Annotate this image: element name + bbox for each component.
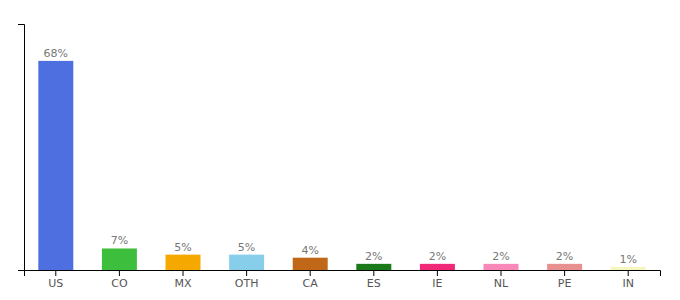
x-tick-label: PE [558, 277, 572, 290]
x-tick: ES [367, 270, 381, 290]
x-tick: PE [558, 270, 572, 290]
data-label: 5% [174, 241, 191, 254]
bar [356, 264, 391, 270]
x-tick-label: OTH [235, 277, 259, 290]
x-tick: NL [494, 270, 509, 290]
x-tick: US [48, 270, 63, 290]
chart-container: 68% 7% 5% 5% 4% 2% 2% 2% 2% 1% US CO MX OTH CA ES IE NL PE… [0, 0, 680, 300]
x-tick-mark [373, 270, 374, 276]
data-label: 2% [556, 250, 573, 263]
x-tick-mark [310, 270, 311, 276]
y-axis [18, 25, 25, 271]
bar [229, 255, 264, 270]
x-tick-mark [55, 270, 56, 276]
x-tick-mark [183, 270, 184, 276]
x-tick: OTH [235, 270, 259, 290]
x-tick-mark [246, 270, 247, 276]
bar [102, 248, 137, 270]
x-tick-mark [628, 270, 629, 276]
x-tick-label: MX [174, 277, 191, 290]
bar [484, 264, 519, 270]
x-tick-label: US [48, 277, 63, 290]
data-label: 2% [429, 250, 446, 263]
plot-area: 68% 7% 5% 5% 4% 2% 2% 2% 2% 1% US CO MX OTH CA ES IE NL PE… [18, 25, 661, 290]
y-axis-line [18, 25, 25, 271]
data-label: 7% [111, 234, 128, 247]
data-label: 68% [44, 47, 68, 60]
x-tick-mark [501, 270, 502, 276]
data-label: 1% [619, 253, 636, 266]
bar [166, 255, 201, 270]
bars [38, 61, 645, 270]
x-tick-label: IE [432, 277, 442, 290]
data-label: 5% [238, 241, 255, 254]
bar [420, 264, 455, 270]
data-labels: 68% 7% 5% 5% 4% 2% 2% 2% 2% 1% [44, 47, 637, 266]
x-axis: US CO MX OTH CA ES IE NL PE IN [25, 270, 661, 290]
x-axis-line [25, 271, 661, 277]
x-tick: IN [622, 270, 633, 290]
x-tick-label: IN [622, 277, 633, 290]
x-tick-mark [437, 270, 438, 276]
x-tick-label: CA [303, 277, 319, 290]
chart-svg: 68% 7% 5% 5% 4% 2% 2% 2% 2% 1% US CO MX OTH CA ES IE NL PE… [0, 0, 680, 300]
data-label: 2% [365, 250, 382, 263]
data-label: 4% [301, 244, 318, 257]
x-tick-label: NL [494, 277, 509, 290]
bar [293, 258, 328, 270]
bar [611, 267, 646, 270]
x-tick-mark [564, 270, 565, 276]
bar [38, 61, 73, 270]
bar [547, 264, 582, 270]
x-tick: CO [111, 270, 128, 290]
x-tick-label: ES [367, 277, 381, 290]
x-tick: CA [303, 270, 319, 290]
x-tick-mark [119, 270, 120, 276]
x-tick: MX [174, 270, 191, 290]
data-label: 2% [492, 250, 509, 263]
x-tick: IE [432, 270, 442, 290]
x-tick-label: CO [111, 277, 128, 290]
